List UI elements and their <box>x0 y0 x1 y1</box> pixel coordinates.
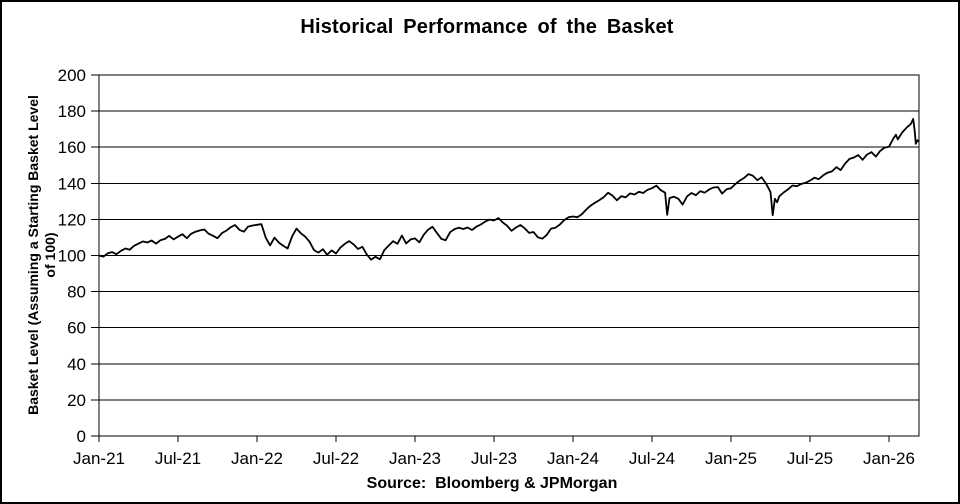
x-tick-label-Jul-23: Jul-23 <box>471 449 517 468</box>
y-tick-label-0: 0 <box>77 427 86 446</box>
y-tick-label-200: 200 <box>58 66 86 85</box>
y-tick-label-140: 140 <box>58 174 86 193</box>
y-tick-label-60: 60 <box>67 319 86 338</box>
source-note: Source: Bloomberg & JPMorgan <box>366 475 618 492</box>
x-tick-label-Jan-26: Jan-26 <box>863 449 915 468</box>
y-tick-label-100: 100 <box>58 247 86 266</box>
y-tick-label-80: 80 <box>67 283 86 302</box>
x-tick-label-Jan-23: Jan-23 <box>389 449 441 468</box>
y-tick-label-120: 120 <box>58 210 86 229</box>
series-line-basket-level <box>98 118 920 261</box>
x-tick-label-Jan-25: Jan-25 <box>705 449 757 468</box>
x-tick-label-Jan-21: Jan-21 <box>73 449 125 468</box>
x-tick-label-Jul-22: Jul-22 <box>313 449 359 468</box>
x-tick-label-Jan-24: Jan-24 <box>547 449 599 468</box>
y-tick-label-180: 180 <box>58 102 86 121</box>
x-tick-label-Jul-25: Jul-25 <box>787 449 833 468</box>
y-tick-label-40: 40 <box>67 355 86 374</box>
x-tick-label-Jan-22: Jan-22 <box>231 449 283 468</box>
x-tick-label-Jul-21: Jul-21 <box>155 449 201 468</box>
chart-title: Historical Performance of the Basket <box>300 16 674 38</box>
y-tick-label-20: 20 <box>67 391 86 410</box>
y-tick-label-160: 160 <box>58 138 86 157</box>
x-tick-label-Jul-24: Jul-24 <box>629 449 675 468</box>
